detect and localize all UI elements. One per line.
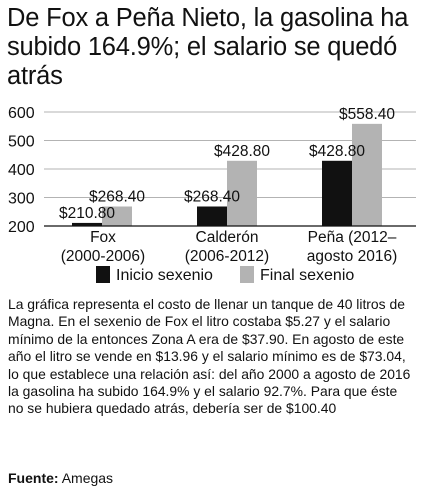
value-label-0-1: $268.40	[184, 189, 240, 206]
legend-label-inicio: Inicio sexenio	[116, 267, 213, 284]
bar-1-0	[102, 206, 132, 226]
legend-label-final: Final sexenio	[260, 267, 355, 284]
legend-item-final: Final sexenio	[240, 266, 354, 285]
value-labels: $210.80$268.40 $268.40$428.80 $428.80$558.…	[59, 106, 395, 222]
value-label-1-1: $428.80	[214, 143, 270, 160]
bar-0-1	[197, 206, 227, 226]
x-tick-label-0-1: (2000-2006)	[61, 248, 145, 265]
y-tick-label-500: 500	[8, 134, 35, 151]
x-tick-label-1-0: Calderón	[196, 229, 259, 246]
bars	[72, 123, 382, 226]
source-label: Fuente:	[8, 470, 59, 486]
value-label-1-0: $268.40	[89, 189, 145, 206]
x-tick-label-1-1: (2006-2012)	[185, 248, 269, 265]
value-label-1-2: $558.40	[339, 106, 395, 123]
bar-1-2	[352, 123, 382, 226]
bar-0-0	[72, 222, 102, 226]
y-axis: 600 500 400 300 200	[8, 105, 35, 236]
y-tick-label-300: 300	[8, 191, 35, 208]
value-label-0-0: $210.80	[59, 205, 115, 222]
y-tick-label-200: 200	[8, 219, 35, 236]
x-axis: Fox (2000-2006) Calderón (2006-2012) Peña (2…	[44, 225, 416, 265]
legend-item-inicio: Inicio sexenio	[96, 266, 213, 285]
chart-title: De Fox a Peña Nieto, la gasolina ha subi…	[7, 4, 409, 90]
y-tick-label-400: 400	[8, 162, 35, 179]
bar-1-1	[227, 160, 257, 226]
y-tick-label-600: 600	[8, 105, 35, 122]
x-tick-label-2-1: agosto 2016)	[307, 248, 398, 265]
source-line: Fuente: Amegas	[8, 470, 113, 487]
x-tick-label-2-0: Peña (2012–	[308, 229, 397, 246]
source-value: Amegas	[61, 470, 114, 486]
value-label-0-2: $428.80	[309, 143, 365, 160]
legend-swatch-inicio	[96, 266, 110, 283]
bar-0-2	[322, 160, 352, 226]
x-tick-label-0-0: Fox	[90, 229, 116, 246]
legend-swatch-final	[240, 266, 254, 283]
explanatory-note: La gráfica representa el costo de llenar…	[8, 296, 411, 417]
